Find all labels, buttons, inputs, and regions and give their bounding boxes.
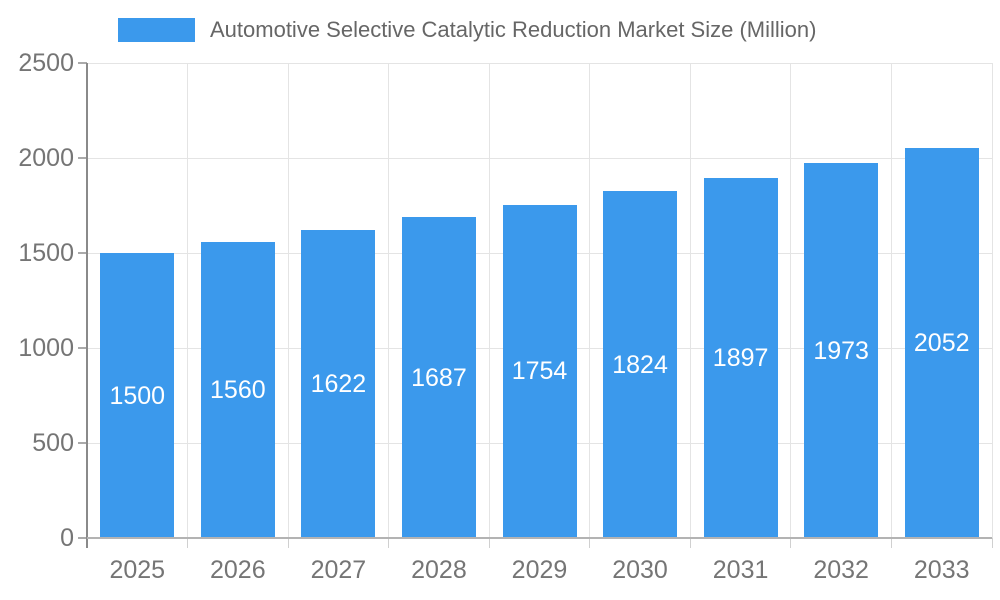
y-axis-line (86, 63, 88, 548)
y-tick-mark (78, 537, 87, 539)
y-tick-mark (78, 347, 87, 349)
v-gridline (890, 63, 892, 538)
bar-value-label: 1973 (813, 336, 869, 365)
x-tick-mark (991, 538, 993, 548)
y-tick-label: 1000 (18, 334, 74, 362)
y-tick-mark (78, 157, 87, 159)
bar[interactable]: 1824 (603, 191, 678, 538)
legend[interactable]: Automotive Selective Catalytic Reduction… (118, 17, 816, 43)
x-tick-label: 2025 (109, 556, 166, 584)
bar[interactable]: 1973 (804, 163, 879, 538)
bar[interactable]: 1500 (100, 253, 175, 538)
v-gridline (187, 63, 189, 538)
x-tick-mark (287, 538, 289, 548)
x-tick-mark (488, 538, 490, 548)
x-tick-label: 2027 (310, 556, 367, 584)
h-gridline (87, 157, 992, 159)
bar-value-label: 1754 (511, 357, 568, 386)
x-axis-line (87, 537, 992, 539)
y-tick-label: 0 (60, 524, 74, 552)
x-tick-mark (187, 538, 189, 548)
v-gridline (488, 63, 490, 538)
bar-value-label: 2052 (913, 329, 970, 358)
y-tick-label: 2000 (18, 144, 74, 172)
bar-value-label: 1824 (612, 350, 668, 379)
bar[interactable]: 1622 (301, 229, 376, 538)
x-tick-label: 2033 (913, 556, 970, 584)
bar[interactable]: 1754 (502, 204, 577, 538)
bar-value-label: 1687 (411, 363, 467, 392)
bar[interactable]: 2052 (904, 148, 979, 538)
y-tick-label: 1500 (18, 239, 74, 267)
x-tick-mark (388, 538, 390, 548)
y-tick-mark (78, 62, 87, 64)
y-tick-label: 500 (32, 429, 74, 457)
bar-value-label: 1622 (310, 369, 367, 398)
y-tick-mark (78, 252, 87, 254)
bar-value-label: 1500 (109, 381, 166, 410)
v-gridline (790, 63, 792, 538)
x-tick-mark (790, 538, 792, 548)
bar-value-label: 1560 (210, 375, 266, 404)
x-tick-label: 2026 (210, 556, 266, 584)
x-tick-label: 2029 (511, 556, 568, 584)
y-tick-mark (78, 442, 87, 444)
legend-label: Automotive Selective Catalytic Reduction… (210, 17, 817, 42)
x-tick-label: 2028 (411, 556, 467, 584)
v-gridline (991, 63, 993, 538)
bar[interactable]: 1560 (200, 241, 275, 538)
v-gridline (287, 63, 289, 538)
x-tick-mark (589, 538, 591, 548)
bar[interactable]: 1897 (703, 177, 778, 538)
v-gridline (689, 63, 691, 538)
bar-value-label: 1897 (712, 343, 769, 372)
x-tick-mark (689, 538, 691, 548)
h-gridline (87, 62, 992, 64)
v-gridline (589, 63, 591, 538)
x-tick-label: 2031 (712, 556, 769, 584)
v-gridline (388, 63, 390, 538)
x-tick-label: 2030 (612, 556, 668, 584)
bar[interactable]: 1687 (401, 217, 476, 538)
y-tick-label: 2500 (18, 49, 74, 77)
x-tick-mark (890, 538, 892, 548)
x-tick-label: 2032 (813, 556, 869, 584)
legend-swatch-icon (118, 18, 195, 42)
